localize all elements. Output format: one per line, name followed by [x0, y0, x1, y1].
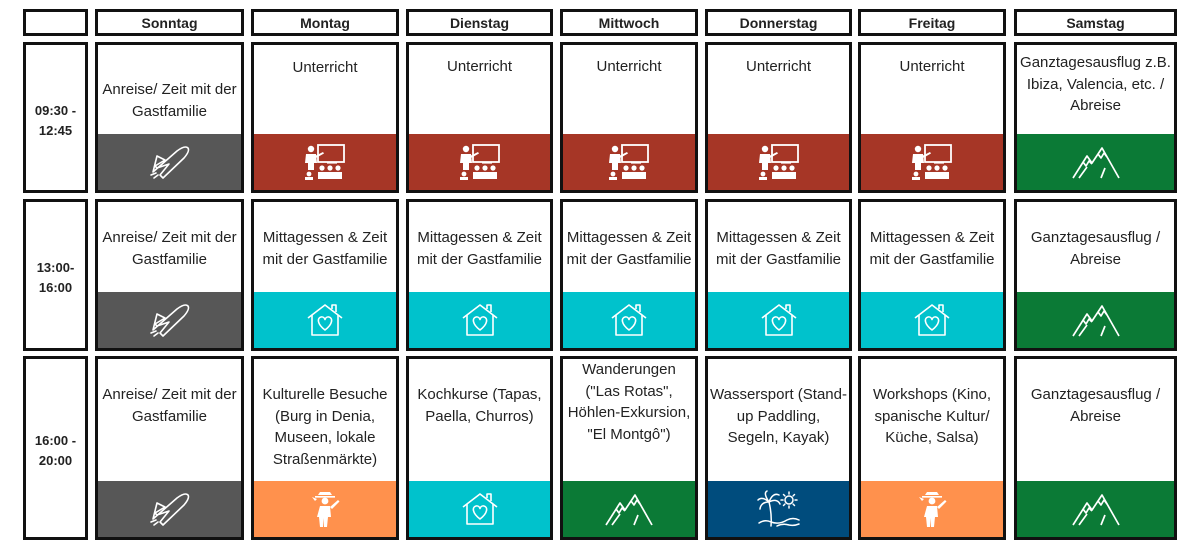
schedule-cell-evening-tuesday: Kochkurse (Tapas, Paella, Churros): [406, 356, 553, 540]
schedule-cell-evening-wednesday: Wanderungen ("Las Rotas", Höhlen-Exkursi…: [560, 356, 698, 540]
time-slot-evening: 16:00 - 20:00: [23, 356, 88, 540]
activity-text: Wassersport (Stand-up Paddling, Segeln, …: [710, 386, 847, 446]
activity-band: [1017, 292, 1174, 348]
activity-band: [708, 292, 849, 348]
activity-band: [98, 292, 241, 348]
activity-band: [254, 134, 396, 190]
schedule-cell-evening-friday: Workshops (Kino, spanische Kultur/ Küche…: [858, 356, 1006, 540]
house-heart-icon: [912, 302, 952, 338]
palm-beach-icon: [756, 490, 801, 528]
explorer-icon: [308, 489, 342, 529]
activity-text: Unterricht: [745, 58, 812, 75]
activity-band: [861, 481, 1003, 537]
activity-text: Workshops (Kino, spanische Kultur/ Küche…: [872, 386, 992, 446]
day-header-tuesday: Dienstag: [406, 9, 553, 36]
schedule-cell-morning-tuesday: Unterricht: [406, 42, 553, 193]
activity-text: Unterricht: [596, 58, 662, 75]
activity-text: Kulturelle Besuche (Burg in Denia, Musee…: [262, 386, 388, 468]
activity-band: [861, 292, 1003, 348]
activity-text: Ganztagesausflug / Abreise: [1030, 386, 1161, 425]
activity-text: Anreise/ Zeit mit der Gastfamilie: [102, 81, 237, 120]
schedule-cell-midday-saturday: Ganztagesausflug / Abreise: [1014, 199, 1177, 351]
classroom-icon: [303, 143, 347, 181]
day-header-thursday: Donnerstag: [705, 9, 852, 36]
activity-text: Ganztagesausflug / Abreise: [1030, 229, 1161, 268]
day-header-saturday: Samstag: [1014, 9, 1177, 36]
mountain-icon: [1071, 302, 1121, 338]
schedule-cell-morning-saturday: Ganztagesausflug z.B. Ibiza, Valencia, e…: [1014, 42, 1177, 193]
schedule-cell-midday-monday: Mittagessen & Zeit mit der Gastfamilie: [251, 199, 399, 351]
schedule-cell-morning-friday: Unterricht: [858, 42, 1006, 193]
activity-text: Mittagessen & Zeit mit der Gastfamilie: [416, 229, 543, 268]
schedule-cell-evening-monday: Kulturelle Besuche (Burg in Denia, Musee…: [251, 356, 399, 540]
activity-band: [563, 481, 695, 537]
activity-band: [254, 292, 396, 348]
activity-text: Mittagessen & Zeit mit der Gastfamilie: [262, 229, 388, 268]
activity-band: [861, 134, 1003, 190]
house-heart-icon: [460, 302, 500, 338]
schedule-cell-evening-thursday: Wassersport (Stand-up Paddling, Segeln, …: [705, 356, 852, 540]
schedule-cell-morning-monday: Unterricht: [251, 42, 399, 193]
activity-band: [98, 134, 241, 190]
activity-band: [1017, 134, 1174, 190]
activity-text: Unterricht: [446, 58, 513, 75]
day-header-wednesday: Mittwoch: [560, 9, 698, 36]
activity-text: Kochkurse (Tapas, Paella, Churros): [417, 386, 542, 425]
house-heart-icon: [609, 302, 649, 338]
time-slot-morning: 09:30 - 12:45: [23, 42, 88, 193]
mountain-icon: [1071, 144, 1121, 180]
activity-band: [409, 134, 550, 190]
day-header-friday: Freitag: [858, 9, 1006, 36]
activity-text: Ganztagesausflug z.B. Ibiza, Valencia, e…: [1020, 54, 1171, 114]
schedule-cell-midday-wednesday: Mittagessen & Zeit mit der Gastfamilie: [560, 199, 698, 351]
activity-band: [563, 292, 695, 348]
time-slot-midday: 13:00- 16:00: [23, 199, 88, 351]
classroom-icon: [757, 143, 801, 181]
airplane-icon: [147, 300, 193, 340]
classroom-icon: [458, 143, 502, 181]
activity-band: [708, 134, 849, 190]
schedule-cell-evening-sunday: Anreise/ Zeit mit der Gastfamilie: [95, 356, 244, 540]
classroom-icon: [607, 143, 651, 181]
explorer-icon: [915, 489, 949, 529]
house-heart-icon: [460, 491, 500, 527]
activity-text: Wanderungen ("Las Rotas", Höhlen-Exkursi…: [567, 361, 691, 443]
activity-band: [1017, 481, 1174, 537]
classroom-icon: [910, 143, 954, 181]
schedule-cell-midday-sunday: Anreise/ Zeit mit der Gastfamilie: [95, 199, 244, 351]
activity-band: [563, 134, 695, 190]
day-header-monday: Montag: [251, 9, 399, 36]
activity-text: Unterricht: [899, 58, 965, 75]
header-corner: [23, 9, 88, 36]
schedule-cell-morning-sunday: Anreise/ Zeit mit der Gastfamilie: [95, 42, 244, 193]
airplane-icon: [147, 142, 193, 182]
activity-text: Unterricht: [292, 59, 358, 76]
activity-band: [708, 481, 849, 537]
airplane-icon: [147, 489, 193, 529]
schedule-cell-midday-thursday: Mittagessen & Zeit mit der Gastfamilie: [705, 199, 852, 351]
activity-text: Mittagessen & Zeit mit der Gastfamilie: [869, 229, 995, 268]
schedule-cell-morning-wednesday: Unterricht: [560, 42, 698, 193]
activity-text: Anreise/ Zeit mit der Gastfamilie: [102, 386, 237, 425]
activity-band: [409, 481, 550, 537]
house-heart-icon: [759, 302, 799, 338]
schedule-cell-morning-thursday: Unterricht: [705, 42, 852, 193]
activity-band: [409, 292, 550, 348]
house-heart-icon: [305, 302, 345, 338]
day-header-sunday: Sonntag: [95, 9, 244, 36]
schedule-cell-midday-friday: Mittagessen & Zeit mit der Gastfamilie: [858, 199, 1006, 351]
activity-band: [254, 481, 396, 537]
mountain-icon: [604, 491, 654, 527]
activity-band: [98, 481, 241, 537]
activity-text: Anreise/ Zeit mit der Gastfamilie: [102, 229, 237, 268]
mountain-icon: [1071, 491, 1121, 527]
schedule-cell-midday-tuesday: Mittagessen & Zeit mit der Gastfamilie: [406, 199, 553, 351]
schedule-cell-evening-saturday: Ganztagesausflug / Abreise: [1014, 356, 1177, 540]
activity-text: Mittagessen & Zeit mit der Gastfamilie: [566, 229, 692, 268]
activity-text: Mittagessen & Zeit mit der Gastfamilie: [715, 229, 842, 268]
